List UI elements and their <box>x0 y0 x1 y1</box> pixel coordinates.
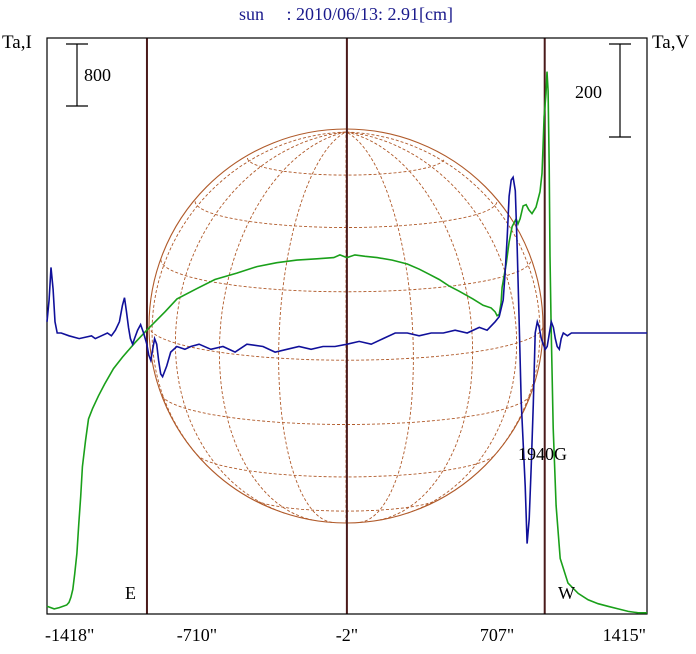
x-tick-label: -1418" <box>45 625 94 645</box>
longitude-line <box>278 131 347 523</box>
plot-frame <box>46 37 648 615</box>
longitude-line <box>218 131 347 521</box>
x-tick-label: -710" <box>177 625 217 645</box>
longitude-line <box>345 131 414 523</box>
chart-title: sun : 2010/06/13: 2.91[cm] <box>239 4 453 24</box>
vertical-markers <box>145 38 546 614</box>
longitude-line <box>345 131 541 461</box>
x-tick-label: -2" <box>336 625 358 645</box>
longitude-line <box>345 131 518 514</box>
latitude-line <box>252 498 440 512</box>
peak-field-label: 1940G <box>518 444 567 464</box>
x-tick-label: 707" <box>480 625 514 645</box>
left-axis-label: Ta,I <box>2 32 32 53</box>
right-scale-bar-label: 200 <box>575 82 602 102</box>
longitude-line <box>151 131 347 461</box>
x-tick-labels: -1418" -710" -2" 707" 1415" <box>45 625 646 645</box>
longitude-line <box>174 131 347 514</box>
right-scale-bar: 200 <box>575 43 631 138</box>
intensity-series-line <box>46 71 647 614</box>
polarization-series-line <box>46 175 647 544</box>
west-label: W <box>558 583 575 603</box>
x-tick-label: 1415" <box>603 625 646 645</box>
east-label: E <box>125 583 136 603</box>
longitude-line <box>345 131 474 521</box>
right-axis-label: Ta,V <box>652 32 689 53</box>
left-scale-bar-label: 800 <box>84 65 111 85</box>
left-scale-bar: 800 <box>66 43 111 107</box>
